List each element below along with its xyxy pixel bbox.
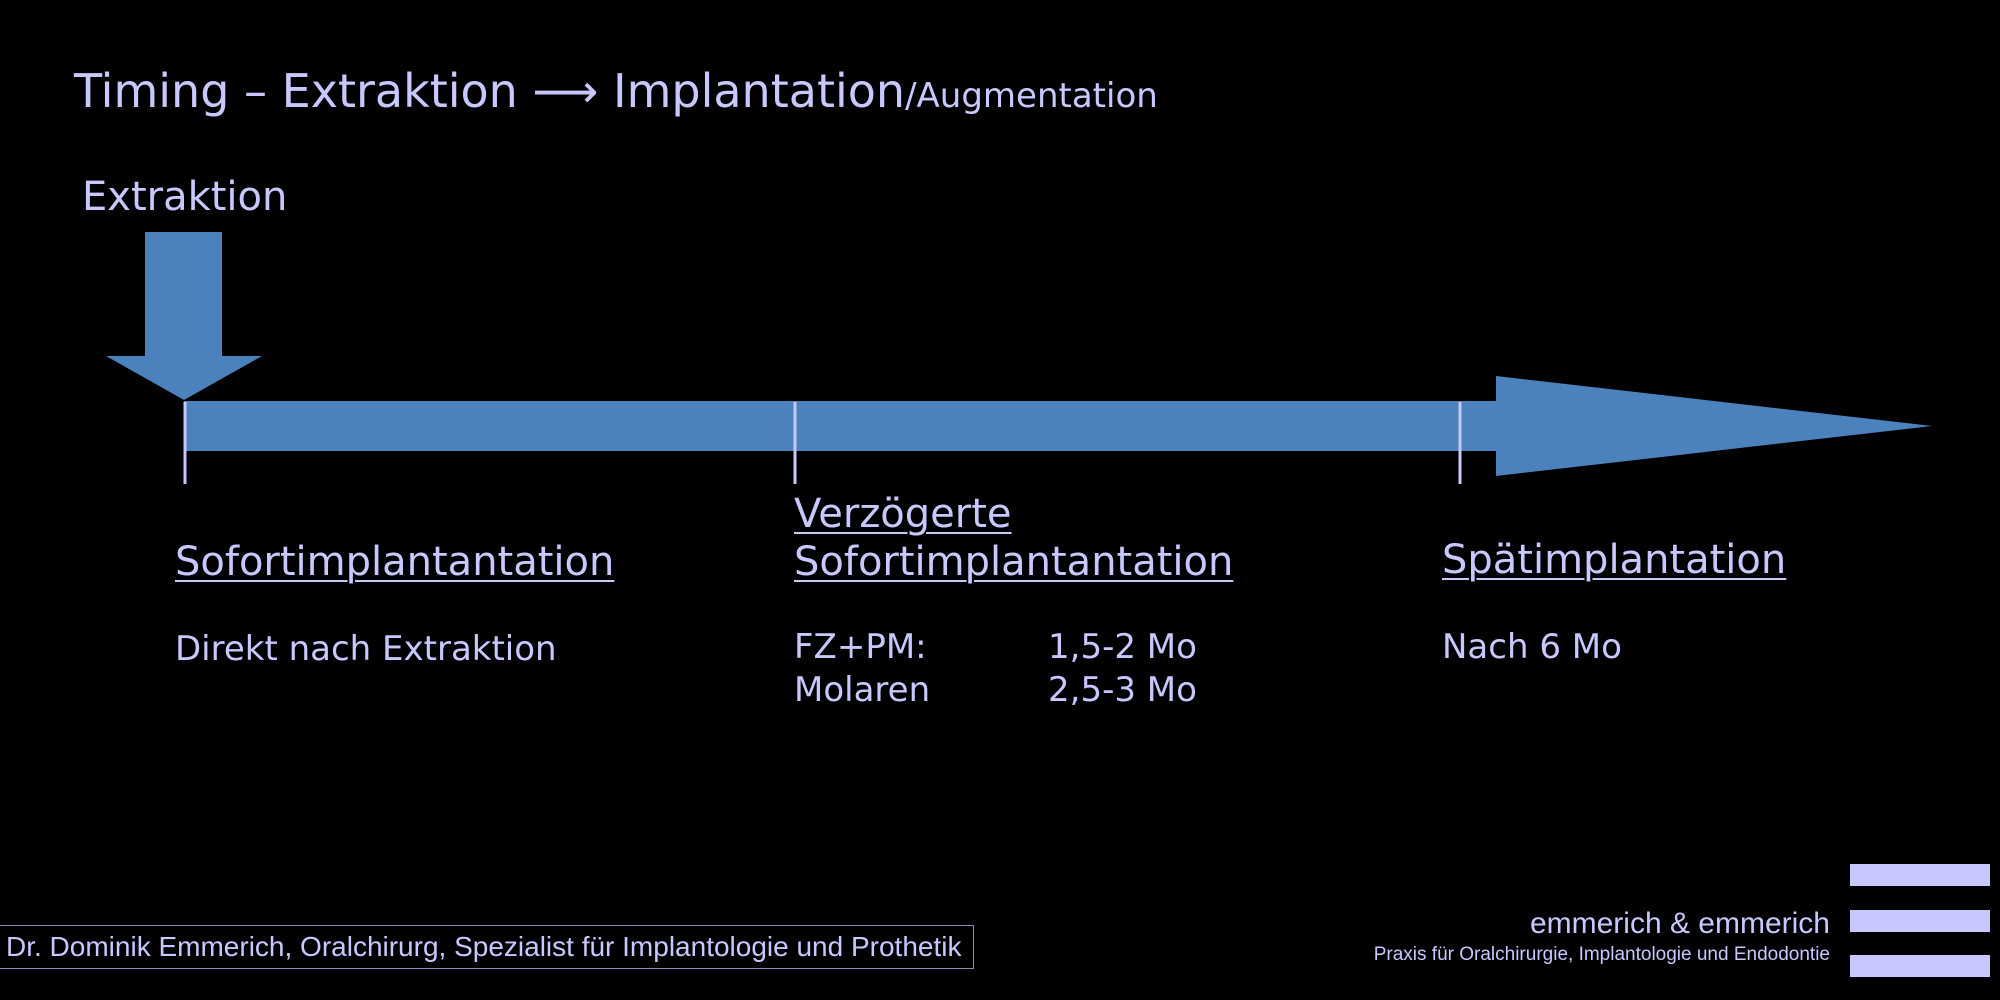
extraction-label: Extraktion	[82, 174, 288, 220]
phase-row-label: FZ+PM:	[794, 627, 927, 667]
phase-verzoegerte-sofortimplantation: Verzögerte Sofortimplantantation FZ+PM: …	[794, 490, 1233, 711]
slide-title-suffix: /Augmentation	[905, 76, 1158, 116]
phase-row-label: Molaren	[794, 669, 931, 710]
phase-row: Molaren 2,5-3 Mo	[794, 669, 1233, 712]
slide-title-main: Timing – Extraktion ⟶ Implantation	[74, 64, 906, 118]
down-arrow-icon	[106, 232, 262, 400]
footer-author: Dr. Dominik Emmerich, Oralchirurg, Spezi…	[0, 925, 975, 969]
phase-heading-line2: Sofortimplantantation	[794, 539, 1234, 585]
phase-rows: FZ+PM: 1,5-2 Mo Molaren 2,5-3 Mo	[794, 626, 1233, 711]
brand-name: emmerich & emmerich	[1529, 907, 1830, 940]
logo-bar-bottom	[1850, 955, 1990, 977]
timeline-shaft	[184, 401, 1500, 451]
phase-heading: Spätimplantation	[1442, 537, 1787, 583]
phase-spaetimplantation: Spätimplantation Nach 6 Mo	[1442, 536, 1786, 669]
timeline-arrowhead	[1496, 376, 1932, 476]
phase-text: Direkt nach Extraktion	[175, 629, 557, 669]
brand-tagline: Praxis für Oralchirurgie, Implantologie …	[1373, 944, 1830, 965]
phase-sofortimplantation: Sofortimplantantation Direkt nach Extrak…	[175, 538, 614, 671]
phase-row-value: 2,5-3 Mo	[1048, 669, 1197, 710]
logo-bar-top	[1850, 864, 1990, 886]
phase-row-value: 1,5-2 Mo	[1048, 627, 1197, 667]
logo-bar-middle	[1850, 910, 1990, 932]
phase-text: Nach 6 Mo	[1442, 627, 1622, 667]
phase-heading: Sofortimplantantation	[175, 539, 615, 585]
footer-brand: emmerich & emmerich Praxis für Oralchiru…	[1374, 906, 1830, 968]
phase-row: FZ+PM: 1,5-2 Mo	[794, 626, 1233, 669]
phase-heading-line1: Verzögerte	[794, 491, 1012, 537]
slide-title: Timing – Extraktion ⟶ Implantation/Augme…	[74, 66, 1158, 117]
